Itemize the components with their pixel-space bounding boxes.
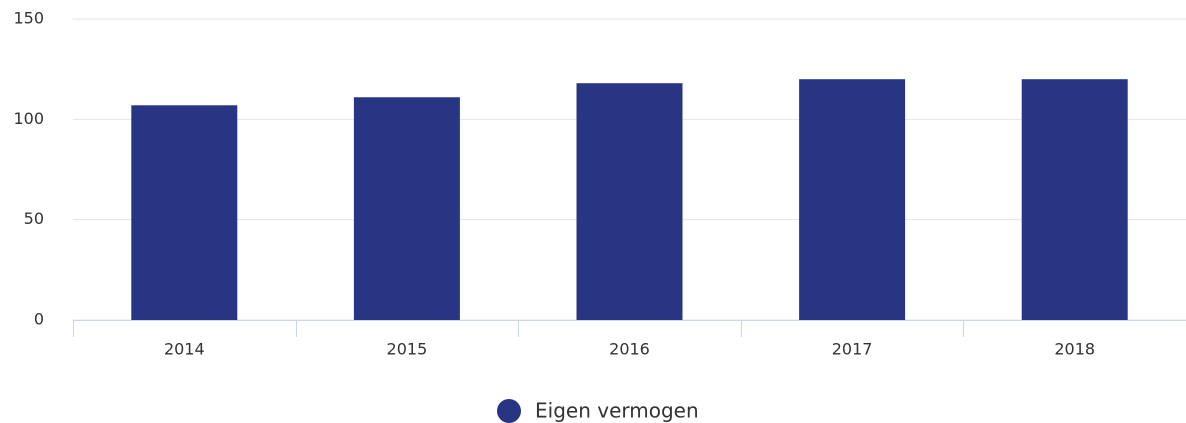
y-tick-label: 50 [24, 209, 44, 228]
y-tick-label: 150 [13, 9, 44, 28]
legend-marker [497, 399, 521, 423]
x-tick-label: 2014 [164, 340, 205, 359]
bar [353, 97, 460, 320]
y-tick-label: 100 [13, 109, 44, 128]
bar [576, 83, 683, 320]
x-tick-label: 2017 [832, 340, 873, 359]
bar [799, 79, 906, 320]
x-tick-label: 2018 [1054, 340, 1095, 359]
legend-label: Eigen vermogen [535, 399, 699, 423]
y-tick-label: 0 [34, 310, 44, 329]
bar [131, 105, 238, 320]
x-tick-label: 2016 [609, 340, 650, 359]
x-tick-label: 2015 [387, 340, 428, 359]
bar [1021, 79, 1128, 320]
